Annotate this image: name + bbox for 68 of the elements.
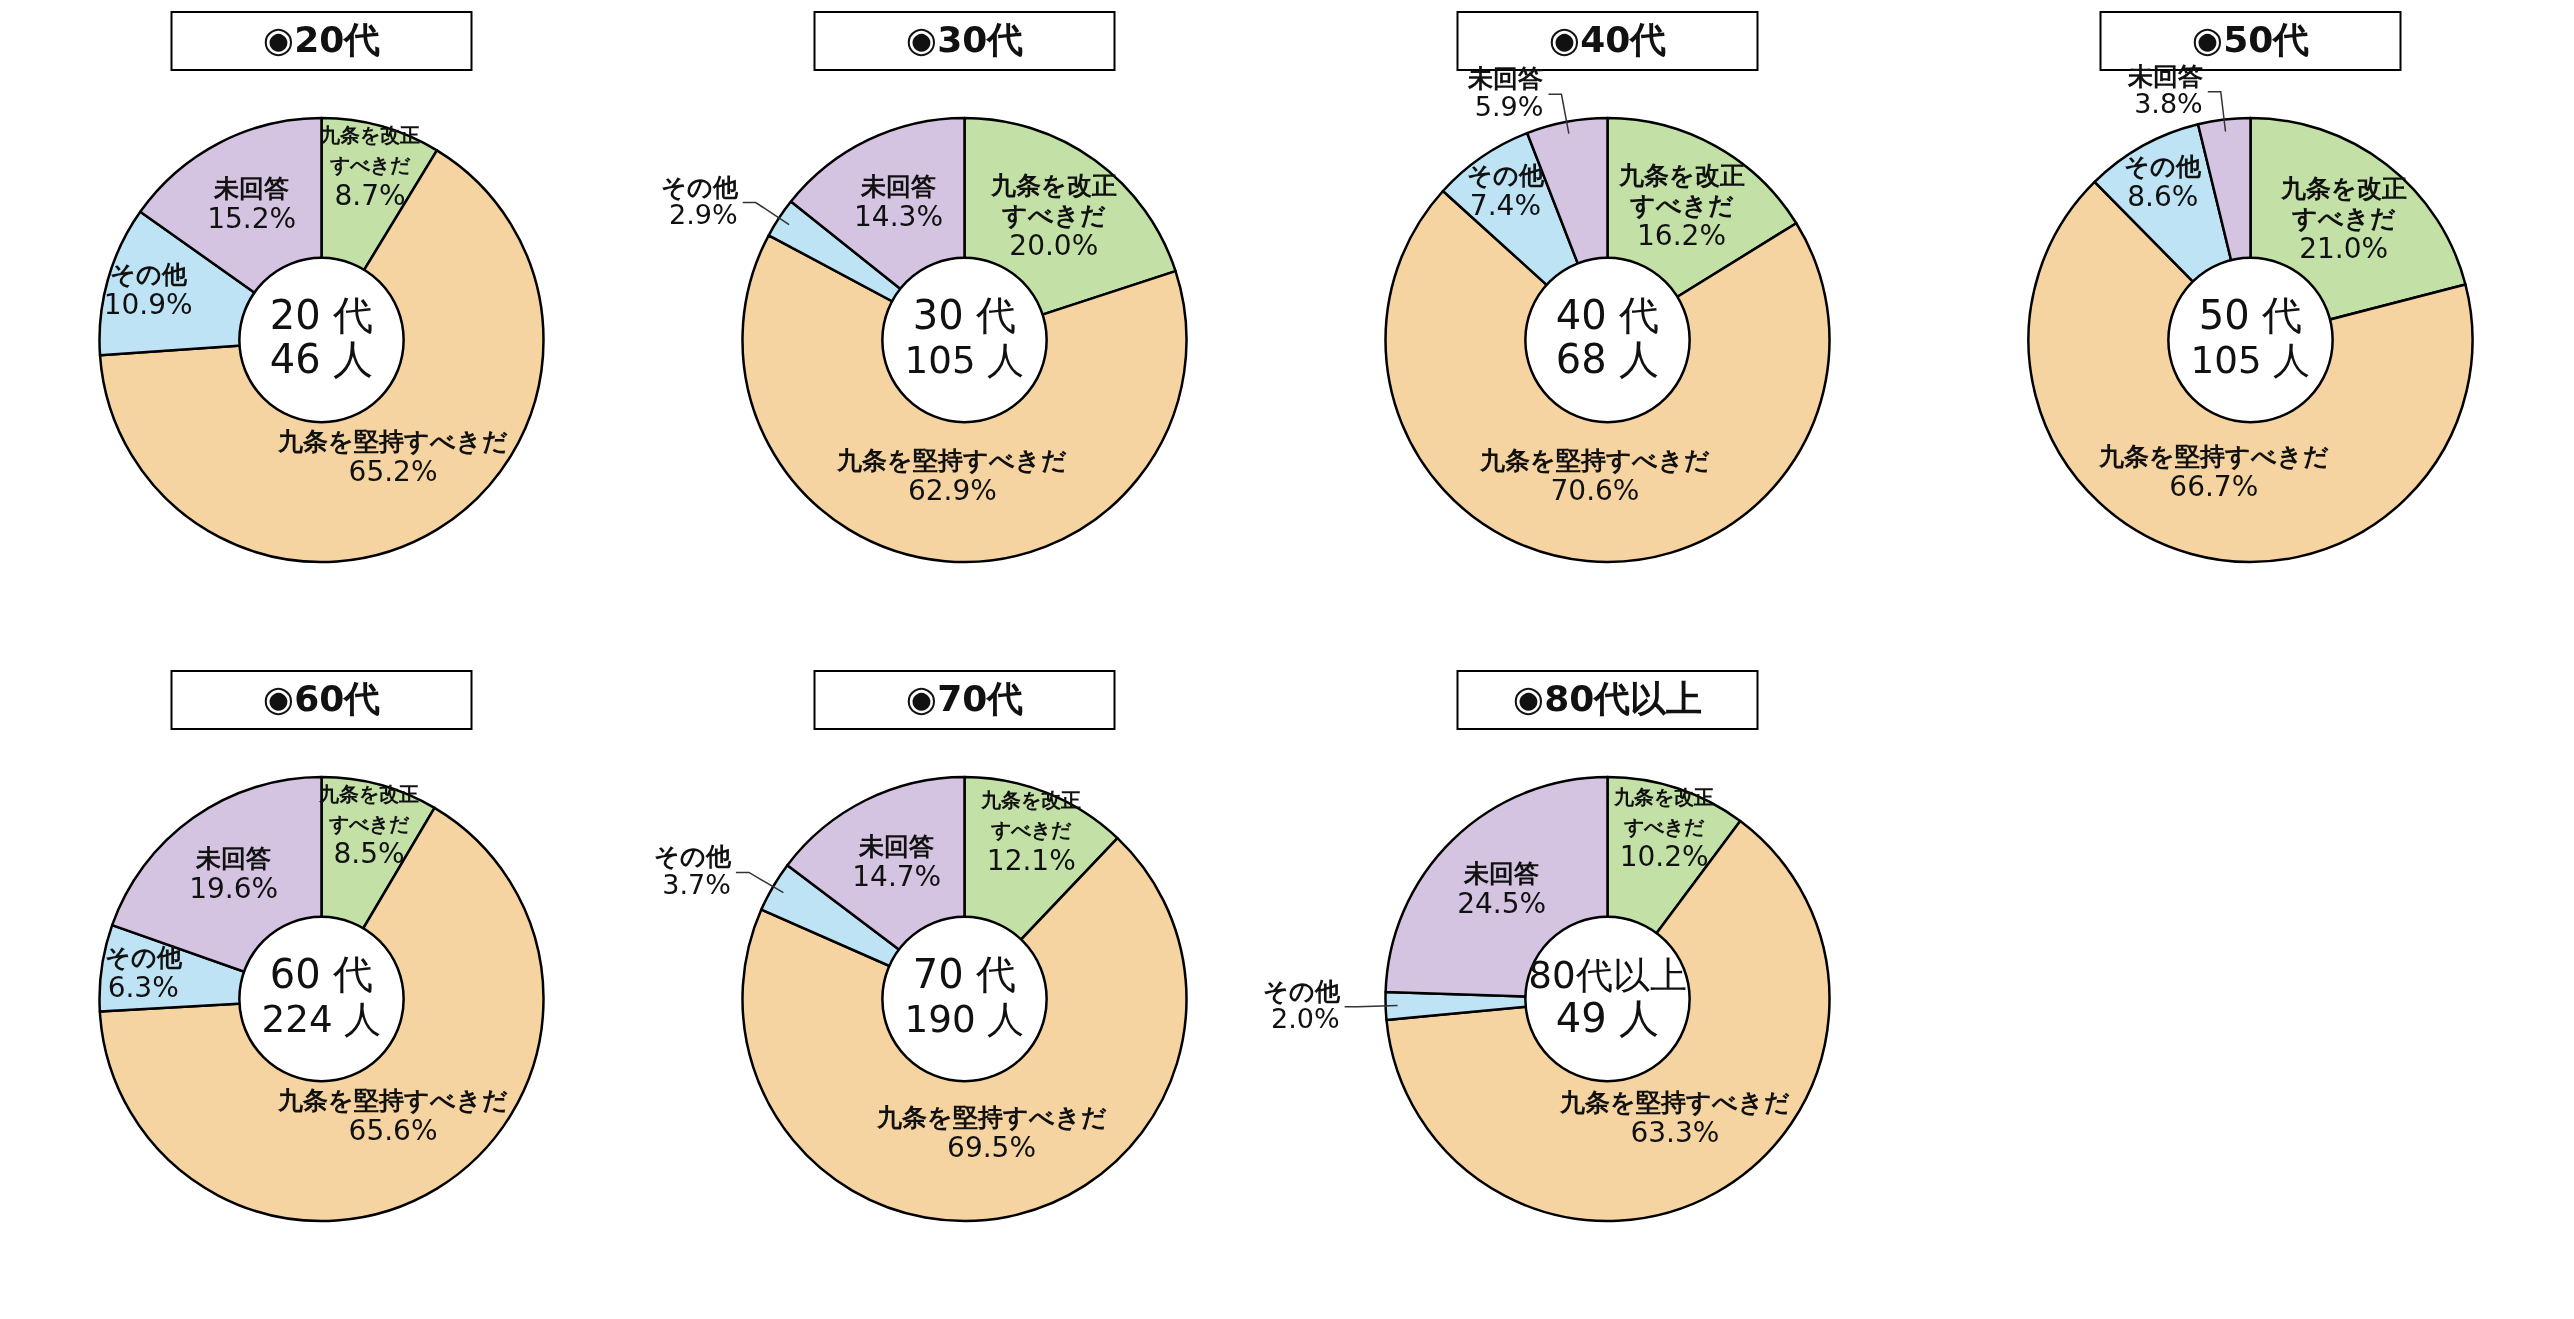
slice-label: 未回答 bbox=[858, 831, 935, 861]
data-label: 19.6% bbox=[189, 871, 279, 905]
chart-title: ◉40代 bbox=[1548, 19, 1667, 60]
chart-title: ◉60代 bbox=[262, 678, 381, 719]
slice-label: その他 bbox=[109, 260, 188, 290]
slice-label: 未回答 bbox=[1463, 858, 1540, 888]
data-label: 16.2% bbox=[1637, 219, 1727, 253]
data-label: 65.6% bbox=[348, 1113, 438, 1147]
slice-label: その他 bbox=[1262, 976, 1341, 1006]
data-label: 69.5% bbox=[947, 1130, 1037, 1164]
slice-label: 未回答 bbox=[213, 173, 290, 203]
data-label: 24.5% bbox=[1457, 886, 1547, 920]
slice-label: 未回答 bbox=[860, 171, 937, 201]
data-label: 63.3% bbox=[1630, 1115, 1720, 1149]
text: 105 人 bbox=[2190, 337, 2311, 382]
data-label: 70.6% bbox=[1550, 474, 1640, 508]
slice-label: その他 bbox=[660, 172, 739, 202]
text: 40 代 bbox=[1555, 292, 1660, 338]
slice-label: 九条を改正すべきだ bbox=[1617, 161, 1745, 221]
slice-label: その他 bbox=[104, 942, 183, 972]
text: 49 人 bbox=[1555, 995, 1660, 1041]
slice-label: 九条を堅持すべきだ bbox=[277, 426, 509, 456]
slice-label: 未回答 bbox=[195, 843, 272, 873]
slice-label: 九条を堅持すべきだ bbox=[2097, 441, 2329, 471]
text: 80代以上 bbox=[1528, 952, 1687, 997]
data-label: 14.3% bbox=[854, 199, 943, 233]
data-label: 7.4% bbox=[1469, 188, 1542, 222]
data-label: 8.7% bbox=[334, 178, 406, 212]
slice-label: 九条を改正すべきだ bbox=[2279, 173, 2407, 233]
text: 60 代 bbox=[269, 951, 374, 997]
chart-title: ◉70代 bbox=[905, 678, 1024, 719]
data-label: 15.2% bbox=[207, 201, 297, 235]
text: 68 人 bbox=[1555, 336, 1660, 382]
text: 190 人 bbox=[904, 996, 1025, 1041]
data-label: 10.9% bbox=[103, 288, 193, 322]
data-label: 21.0% bbox=[2299, 231, 2389, 265]
chart-title: ◉80代以上 bbox=[1512, 678, 1703, 719]
slice-label: その他 bbox=[653, 842, 732, 872]
data-label: 6.3% bbox=[107, 970, 179, 1004]
slice-label: その他 bbox=[2124, 151, 2203, 181]
data-label: 12.1% bbox=[986, 843, 1076, 877]
text: 50 代 bbox=[2198, 292, 2303, 338]
slice-label: 九条を堅持すべきだ bbox=[836, 446, 1068, 476]
data-label: 62.9% bbox=[907, 474, 997, 508]
chart-title: ◉20代 bbox=[262, 19, 381, 60]
data-label: 8.6% bbox=[2127, 179, 2199, 213]
data-label: 66.7% bbox=[2169, 469, 2259, 503]
slice-label: 九条を堅持すべきだ bbox=[875, 1102, 1107, 1132]
data-label: 14.7% bbox=[852, 859, 942, 893]
text: 224 人 bbox=[261, 996, 382, 1041]
slice-label: 九条を堅持すべきだ bbox=[1478, 446, 1710, 476]
slice-label: その他 bbox=[1466, 160, 1545, 190]
chart-title: ◉50代 bbox=[2191, 19, 2310, 60]
text: 105 人 bbox=[904, 337, 1025, 382]
slice-label: 九条を堅持すべきだ bbox=[277, 1085, 509, 1115]
text: 70 代 bbox=[912, 951, 1017, 997]
data-label: 65.2% bbox=[348, 454, 438, 488]
data-label: 8.5% bbox=[333, 837, 405, 871]
slice-label: 九条を改正すべきだ bbox=[989, 170, 1117, 230]
data-label: 10.2% bbox=[1619, 840, 1709, 874]
chart-title: ◉30代 bbox=[905, 19, 1024, 60]
data-label: 3.8% bbox=[2134, 88, 2203, 120]
data-label: 20.0% bbox=[1009, 228, 1099, 262]
text: 30 代 bbox=[912, 292, 1017, 338]
slice-label: 未回答 bbox=[2126, 61, 2203, 91]
text: 46 人 bbox=[269, 336, 374, 382]
slice-label: 九条を堅持すべきだ bbox=[1558, 1087, 1790, 1117]
text: 20 代 bbox=[269, 292, 374, 338]
